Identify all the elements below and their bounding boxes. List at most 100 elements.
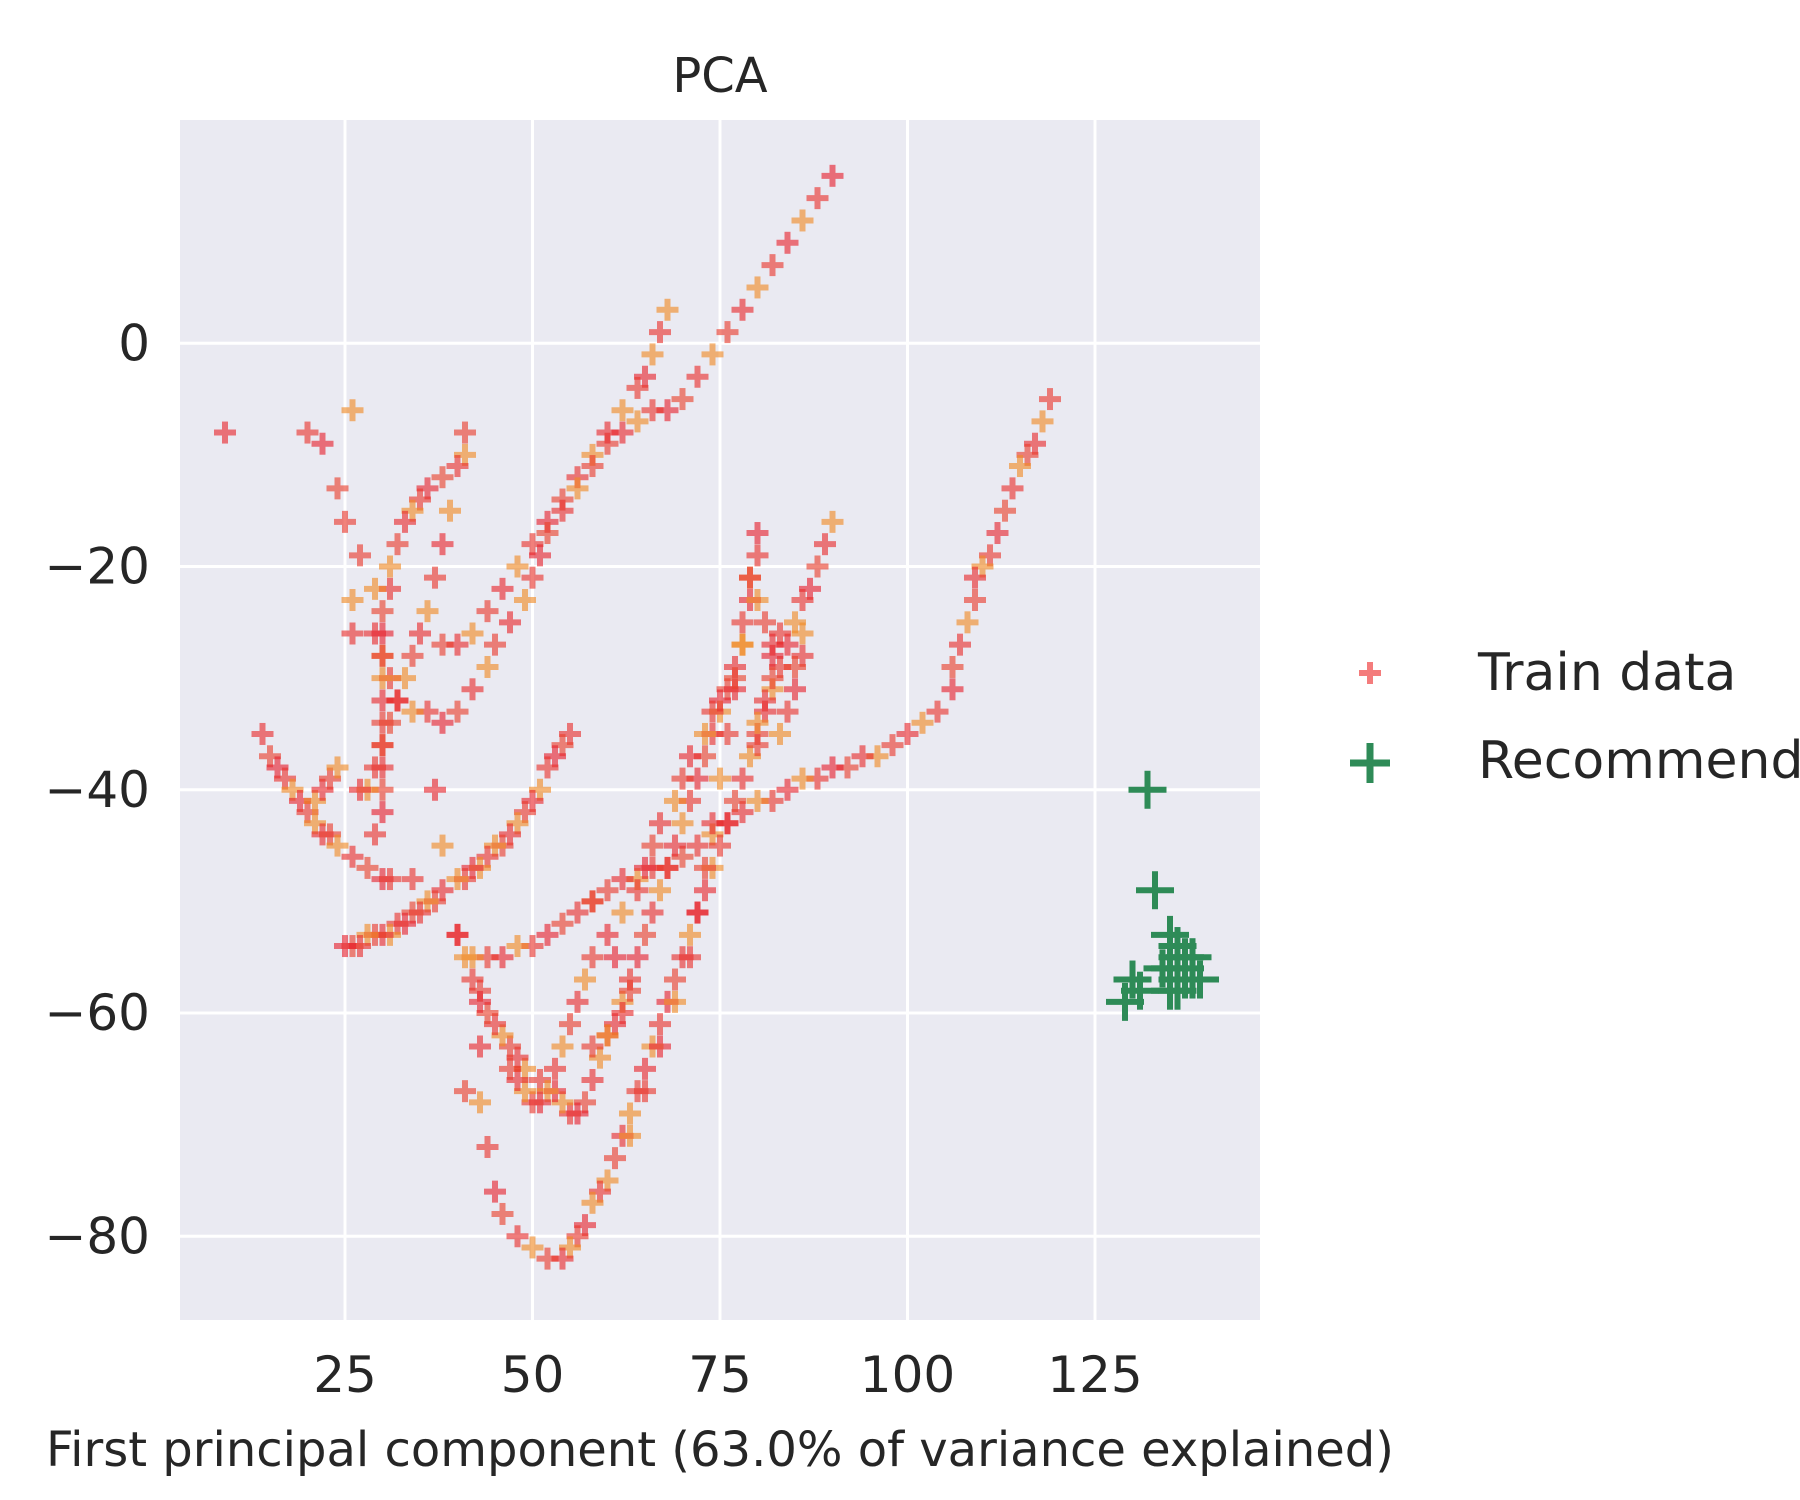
train-data-point	[439, 499, 461, 522]
train-data-point	[491, 577, 514, 600]
train-data-point	[379, 868, 401, 891]
train-data-point	[911, 711, 934, 734]
train-data-point	[679, 745, 701, 768]
train-data-point	[941, 655, 964, 678]
train-data-point	[596, 1169, 619, 1192]
train-data-point	[709, 834, 731, 857]
recommended-point	[1158, 938, 1197, 977]
train-data-point	[791, 622, 814, 645]
train-data-point	[641, 399, 664, 422]
train-data-point	[266, 756, 289, 779]
train-data-point	[461, 968, 484, 991]
train-data-point	[529, 544, 551, 567]
train-data-point	[896, 722, 919, 745]
train-data-point	[791, 589, 814, 611]
train-data-point	[364, 823, 386, 846]
train-data-point	[281, 778, 304, 801]
train-data-point	[581, 1191, 604, 1214]
train-data-point	[461, 678, 484, 701]
train-data-point	[431, 879, 454, 902]
train-data-point	[259, 745, 281, 768]
train-data-point	[784, 678, 806, 701]
recommended-points	[1106, 770, 1219, 1021]
train-data-point	[671, 812, 694, 835]
train-data-point	[379, 555, 401, 578]
train-data-point	[664, 789, 686, 812]
train-data-point	[581, 890, 604, 913]
train-data-point	[574, 1214, 596, 1237]
train-data-point	[1001, 477, 1024, 500]
train-data-point	[716, 321, 739, 344]
train-data-point	[304, 789, 326, 812]
train-data-point	[536, 522, 559, 545]
train-data-point	[506, 812, 529, 835]
train-data-point	[806, 555, 829, 578]
train-data-point	[731, 633, 754, 656]
train-data-point	[296, 801, 319, 824]
train-data-point	[634, 923, 656, 946]
train-data-point	[731, 611, 754, 634]
train-data-point	[461, 622, 484, 645]
train-data-point	[724, 667, 746, 690]
train-data-point	[761, 633, 784, 656]
train-data-point	[634, 1080, 656, 1103]
train-data-point	[371, 734, 394, 757]
train-data-point	[341, 589, 364, 611]
train-data-point	[604, 946, 626, 969]
train-data-point	[1009, 455, 1031, 478]
train-data-point	[686, 901, 709, 924]
train-data-point	[926, 700, 949, 723]
train-data-point	[521, 1236, 544, 1259]
train-data-point	[251, 722, 274, 745]
train-data-point	[356, 856, 379, 879]
train-data-point	[386, 533, 409, 556]
x-tick-label: 100	[860, 1346, 955, 1404]
train-data-point	[431, 533, 454, 556]
train-data-point	[941, 678, 964, 701]
train-data-point	[566, 901, 589, 924]
train-data-point	[364, 577, 386, 600]
train-data-point	[964, 566, 986, 589]
legend-recommended-plus-icon	[1350, 743, 1390, 783]
train-data-point	[566, 990, 589, 1013]
train-data-point	[611, 399, 634, 422]
train-data-point	[521, 533, 544, 556]
train-data-point	[619, 979, 641, 1002]
train-data-point	[536, 1247, 559, 1270]
train-data-point	[581, 946, 604, 969]
train-data-point	[356, 923, 379, 946]
train-data-point	[544, 745, 566, 768]
train-data-point	[664, 990, 686, 1013]
train-data-point	[559, 722, 581, 745]
train-data-point	[386, 689, 409, 712]
train-data-point	[536, 923, 559, 946]
train-data-point	[334, 935, 356, 958]
legend: Train data Recommended	[1350, 643, 1800, 791]
train-data-point	[956, 611, 979, 634]
train-data-point	[694, 722, 716, 745]
train-data-point	[506, 1225, 529, 1248]
train-data-point	[371, 644, 394, 667]
train-data-point	[679, 946, 701, 969]
train-data-point	[431, 633, 454, 656]
train-data-point	[671, 845, 694, 868]
train-data-point	[596, 1024, 619, 1047]
train-data-point	[596, 879, 619, 902]
train-data-point	[491, 1202, 514, 1225]
train-data-point	[446, 868, 469, 891]
train-data-point	[326, 477, 349, 500]
train-data-point	[371, 801, 394, 824]
train-data-point	[776, 778, 799, 801]
train-data-point	[739, 745, 761, 768]
train-data-point	[634, 856, 656, 879]
train-data-point	[529, 778, 551, 801]
train-data-point	[589, 1180, 611, 1203]
train-data-point	[559, 1236, 581, 1259]
train-data-point	[994, 499, 1016, 522]
train-data-point	[754, 689, 776, 712]
train-data-point	[431, 711, 454, 734]
train-data-point	[214, 421, 236, 444]
train-data-point	[611, 868, 634, 891]
train-data-point	[581, 1069, 604, 1091]
train-data-point	[641, 834, 664, 857]
